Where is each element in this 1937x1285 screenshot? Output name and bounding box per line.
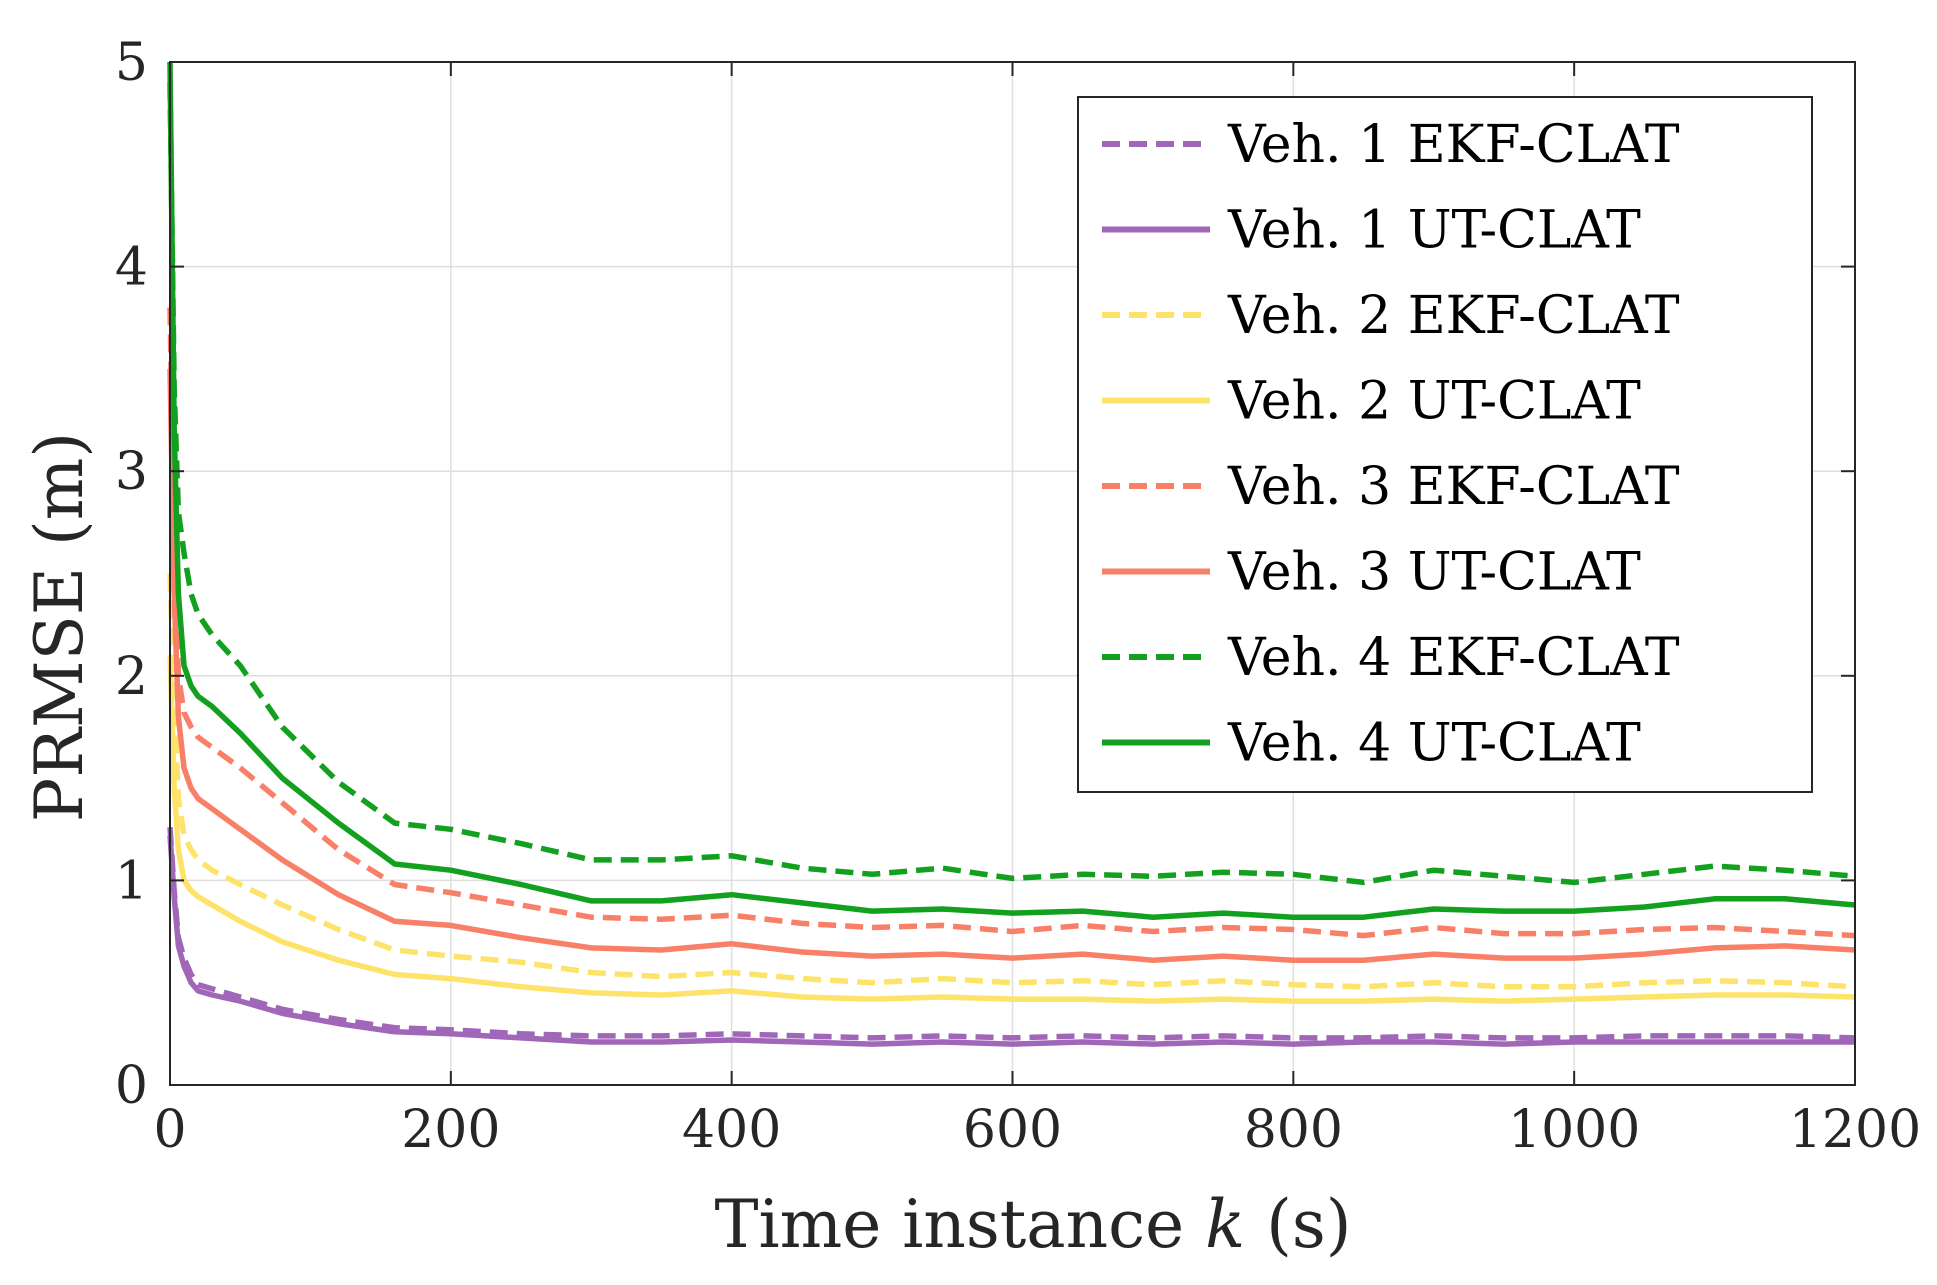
legend: Veh. 1 EKF-CLAT Veh. 1 UT-CLAT Veh. 2 EKF-… bbox=[1077, 96, 1813, 793]
x-axis-label-suffix: (s) bbox=[1245, 1186, 1351, 1263]
series-line-veh-4-ut-clat bbox=[167, 61, 1856, 920]
x-axis-label-variable: k bbox=[1205, 1186, 1245, 1263]
series-line-veh-2-ekf-clat bbox=[167, 573, 1856, 990]
series-line-veh-3-ut-clat bbox=[167, 368, 1856, 963]
y-tick-label: 5 bbox=[115, 33, 148, 93]
x-tick-label: 200 bbox=[401, 1100, 500, 1160]
legend-label: Veh. 1 EKF-CLAT bbox=[1227, 115, 1680, 175]
x-tick-label: 1000 bbox=[1508, 1100, 1640, 1160]
y-tick-label: 0 bbox=[115, 1056, 148, 1116]
x-axis-label-prefix: Time instance bbox=[715, 1186, 1206, 1263]
axis-ticks: 0 200 400 600 800 1000 1200 0 1 2 3 4 5 bbox=[115, 33, 1921, 1160]
x-tick-label: 1200 bbox=[1789, 1100, 1921, 1160]
x-tick-label: 600 bbox=[963, 1100, 1062, 1160]
y-tick-label: 3 bbox=[115, 442, 148, 502]
legend-label: Veh. 2 EKF-CLAT bbox=[1227, 286, 1680, 346]
series-lines bbox=[167, 61, 1856, 1047]
y-tick-label: 2 bbox=[115, 647, 148, 707]
legend-label: Veh. 3 UT-CLAT bbox=[1227, 543, 1641, 603]
legend-label: Veh. 2 UT-CLAT bbox=[1227, 372, 1641, 432]
series-line-veh-3-ekf-clat bbox=[167, 307, 1856, 939]
y-tick-label: 4 bbox=[115, 238, 148, 298]
legend-label: Veh. 4 UT-CLAT bbox=[1227, 714, 1641, 774]
legend-box bbox=[1077, 96, 1813, 793]
series-line-veh-2-ut-clat bbox=[167, 655, 1856, 1004]
y-axis-label: PRMSE (m) bbox=[21, 432, 98, 822]
series-line-veh-1-ut-clat bbox=[167, 835, 1855, 1047]
legend-label: Veh. 4 EKF-CLAT bbox=[1227, 628, 1680, 688]
x-tick-label: 800 bbox=[1244, 1100, 1343, 1160]
series-line-veh-4-ekf-clat bbox=[167, 82, 1856, 886]
y-tick-label: 1 bbox=[115, 851, 148, 911]
legend-label: Veh. 1 UT-CLAT bbox=[1227, 201, 1641, 261]
x-axis-label: Time instance k (s) bbox=[715, 1186, 1352, 1263]
legend-label: Veh. 3 EKF-CLAT bbox=[1227, 457, 1680, 517]
x-tick-label: 0 bbox=[153, 1100, 186, 1160]
series-line-veh-1-ekf-clat bbox=[167, 827, 1856, 1041]
x-tick-label: 400 bbox=[682, 1100, 781, 1160]
